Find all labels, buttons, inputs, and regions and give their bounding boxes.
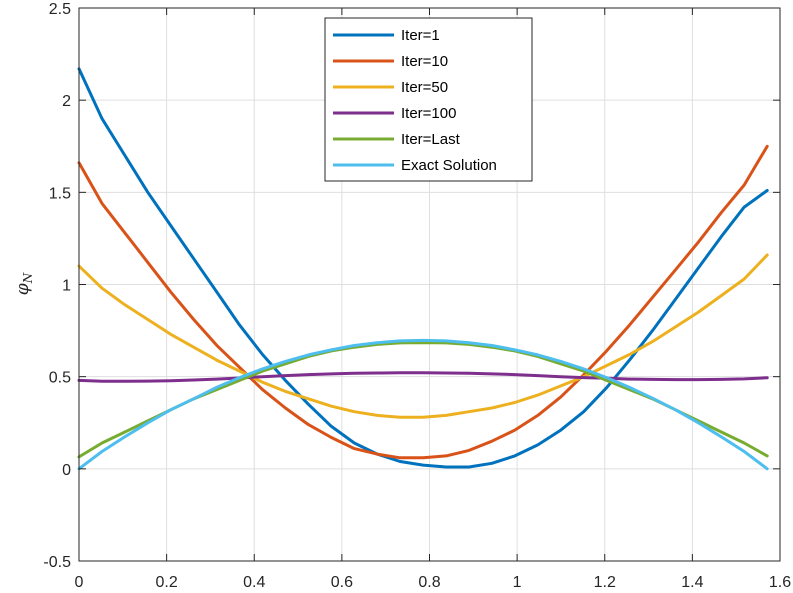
y-tick-label: 1 xyxy=(62,278,71,295)
x-tick-label: 0.2 xyxy=(156,574,178,591)
x-tick-label: 1.2 xyxy=(594,574,616,591)
series-line-exact-solution xyxy=(77,338,769,471)
x-tick-label: 1.4 xyxy=(681,574,703,591)
y-tick-label: 0 xyxy=(62,462,71,479)
legend-label-iter-100: Iter=100 xyxy=(401,105,456,122)
y-tick-label: 0.5 xyxy=(49,370,71,387)
y-axis-label-main: φ xyxy=(13,283,33,295)
x-tick-label: 1.6 xyxy=(769,574,791,591)
y-axis-label: φN xyxy=(13,272,35,295)
y-axis-tick-labels: -0.5 0 0.5 1 1.5 2 2.5 xyxy=(43,1,71,571)
x-tick-label: 1 xyxy=(513,574,522,591)
series-line-iter-100 xyxy=(77,371,769,383)
x-tick-label: 0 xyxy=(75,574,84,591)
y-axis-label-subscript: N xyxy=(21,272,35,284)
legend: Iter=1 Iter=10 Iter=50 Iter=100 Iter=Last Exa… xyxy=(324,17,533,182)
series-line-iter-50 xyxy=(77,253,769,419)
x-tick-label: 0.4 xyxy=(243,574,265,591)
legend-label-iter-50: Iter=50 xyxy=(401,79,448,96)
x-axis-tick-labels: 0 0.2 0.4 0.6 0.8 1 1.2 1.4 1.6 xyxy=(75,574,792,591)
legend-label-iter-last: Iter=Last xyxy=(401,131,461,148)
axis-ticks xyxy=(78,7,781,562)
legend-box xyxy=(324,17,533,182)
series-line-iter-1 xyxy=(77,67,769,469)
x-tick-label: 0.6 xyxy=(331,574,353,591)
series-line-iter-10 xyxy=(77,144,769,460)
legend-label-exact-solution: Exact Solution xyxy=(401,157,497,174)
y-tick-label: 2.5 xyxy=(49,1,71,18)
legend-label-iter-10: Iter=10 xyxy=(401,53,448,70)
y-tick-label: 2 xyxy=(62,93,71,110)
legend-label-iter-1: Iter=1 xyxy=(401,27,440,44)
series-layer xyxy=(77,67,769,471)
y-tick-label: -0.5 xyxy=(43,554,71,571)
y-tick-label: 1.5 xyxy=(49,185,71,202)
x-tick-label: 0.8 xyxy=(418,574,440,591)
